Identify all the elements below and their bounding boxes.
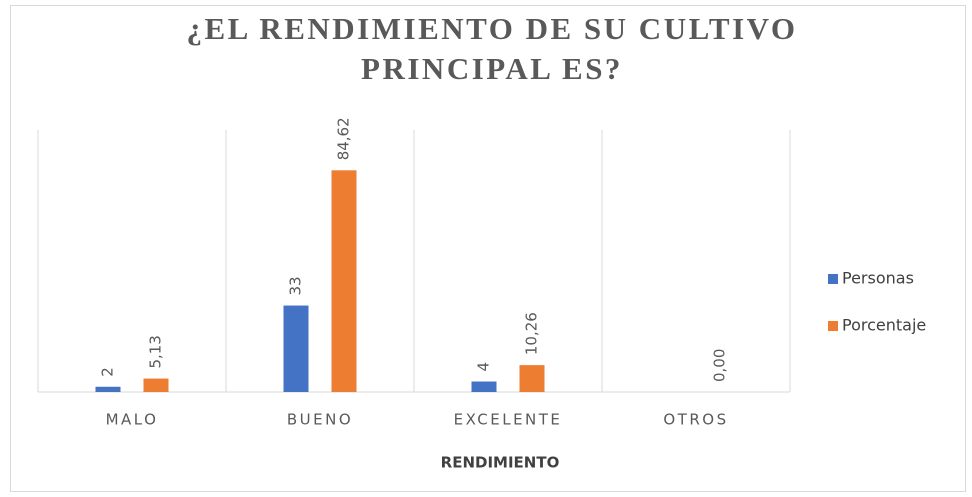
bar — [471, 381, 497, 392]
data-label: 10,26 — [523, 312, 541, 355]
x-tick-label: BUENO — [287, 411, 353, 429]
data-label: 2 — [99, 367, 117, 377]
data-label: 84,62 — [335, 117, 353, 160]
x-tick-label: MALO — [106, 411, 159, 429]
x-tick-label: EXCELENTE — [454, 411, 563, 429]
chart-title: PRINCIPAL ES? — [361, 51, 623, 86]
bar — [331, 170, 357, 392]
legend-label: Personas — [842, 269, 914, 288]
chart-frame — [10, 5, 966, 492]
bar — [95, 386, 121, 392]
bar — [519, 365, 545, 392]
bar — [283, 305, 309, 392]
x-tick-label: OTROS — [663, 411, 728, 429]
x-axis-label: RENDIMIENTO — [441, 454, 560, 472]
legend-swatch — [828, 274, 838, 284]
chart-title: ¿EL RENDIMIENTO DE SU CULTIVO — [186, 11, 797, 46]
legend-label: Porcentaje — [842, 316, 926, 335]
data-label: 0,00 — [711, 349, 729, 382]
data-label: 5,13 — [147, 335, 165, 368]
legend-swatch — [828, 321, 838, 331]
data-label: 4 — [475, 362, 493, 372]
data-label: 33 — [287, 276, 305, 295]
bar — [143, 378, 169, 392]
